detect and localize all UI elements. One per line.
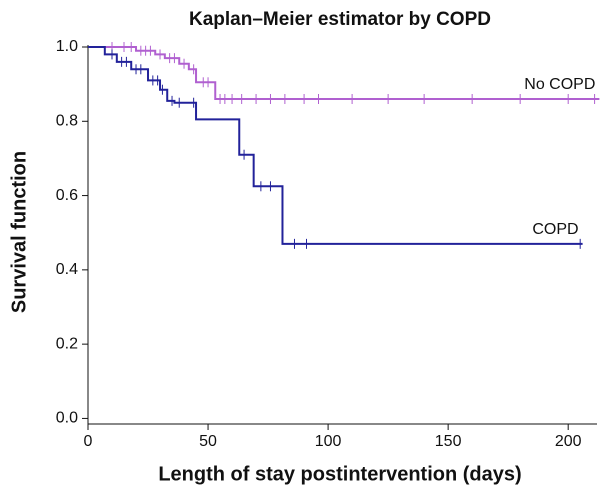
x-tick-label: 0: [84, 433, 93, 450]
y-tick-label: 0.8: [56, 113, 78, 130]
series-label: No COPD: [524, 76, 595, 93]
y-tick-label: 1.0: [56, 38, 78, 55]
series-label: COPD: [532, 221, 578, 238]
y-tick-label: 0.2: [56, 335, 78, 352]
x-tick-label: 200: [555, 433, 582, 450]
x-tick-label: 100: [315, 433, 342, 450]
x-axis-title: Length of stay postintervention (days): [158, 463, 521, 485]
chart-title: Kaplan–Meier estimator by COPD: [189, 9, 491, 30]
y-tick-label: 0.6: [56, 187, 78, 204]
x-tick-label: 50: [199, 433, 217, 450]
y-tick-label: 0.0: [56, 410, 78, 427]
x-tick-label: 150: [435, 433, 462, 450]
survival-curve: [88, 46, 600, 100]
y-axis-title: Survival function: [8, 151, 30, 313]
survival-curve: [88, 46, 583, 245]
y-tick-label: 0.4: [56, 261, 78, 278]
